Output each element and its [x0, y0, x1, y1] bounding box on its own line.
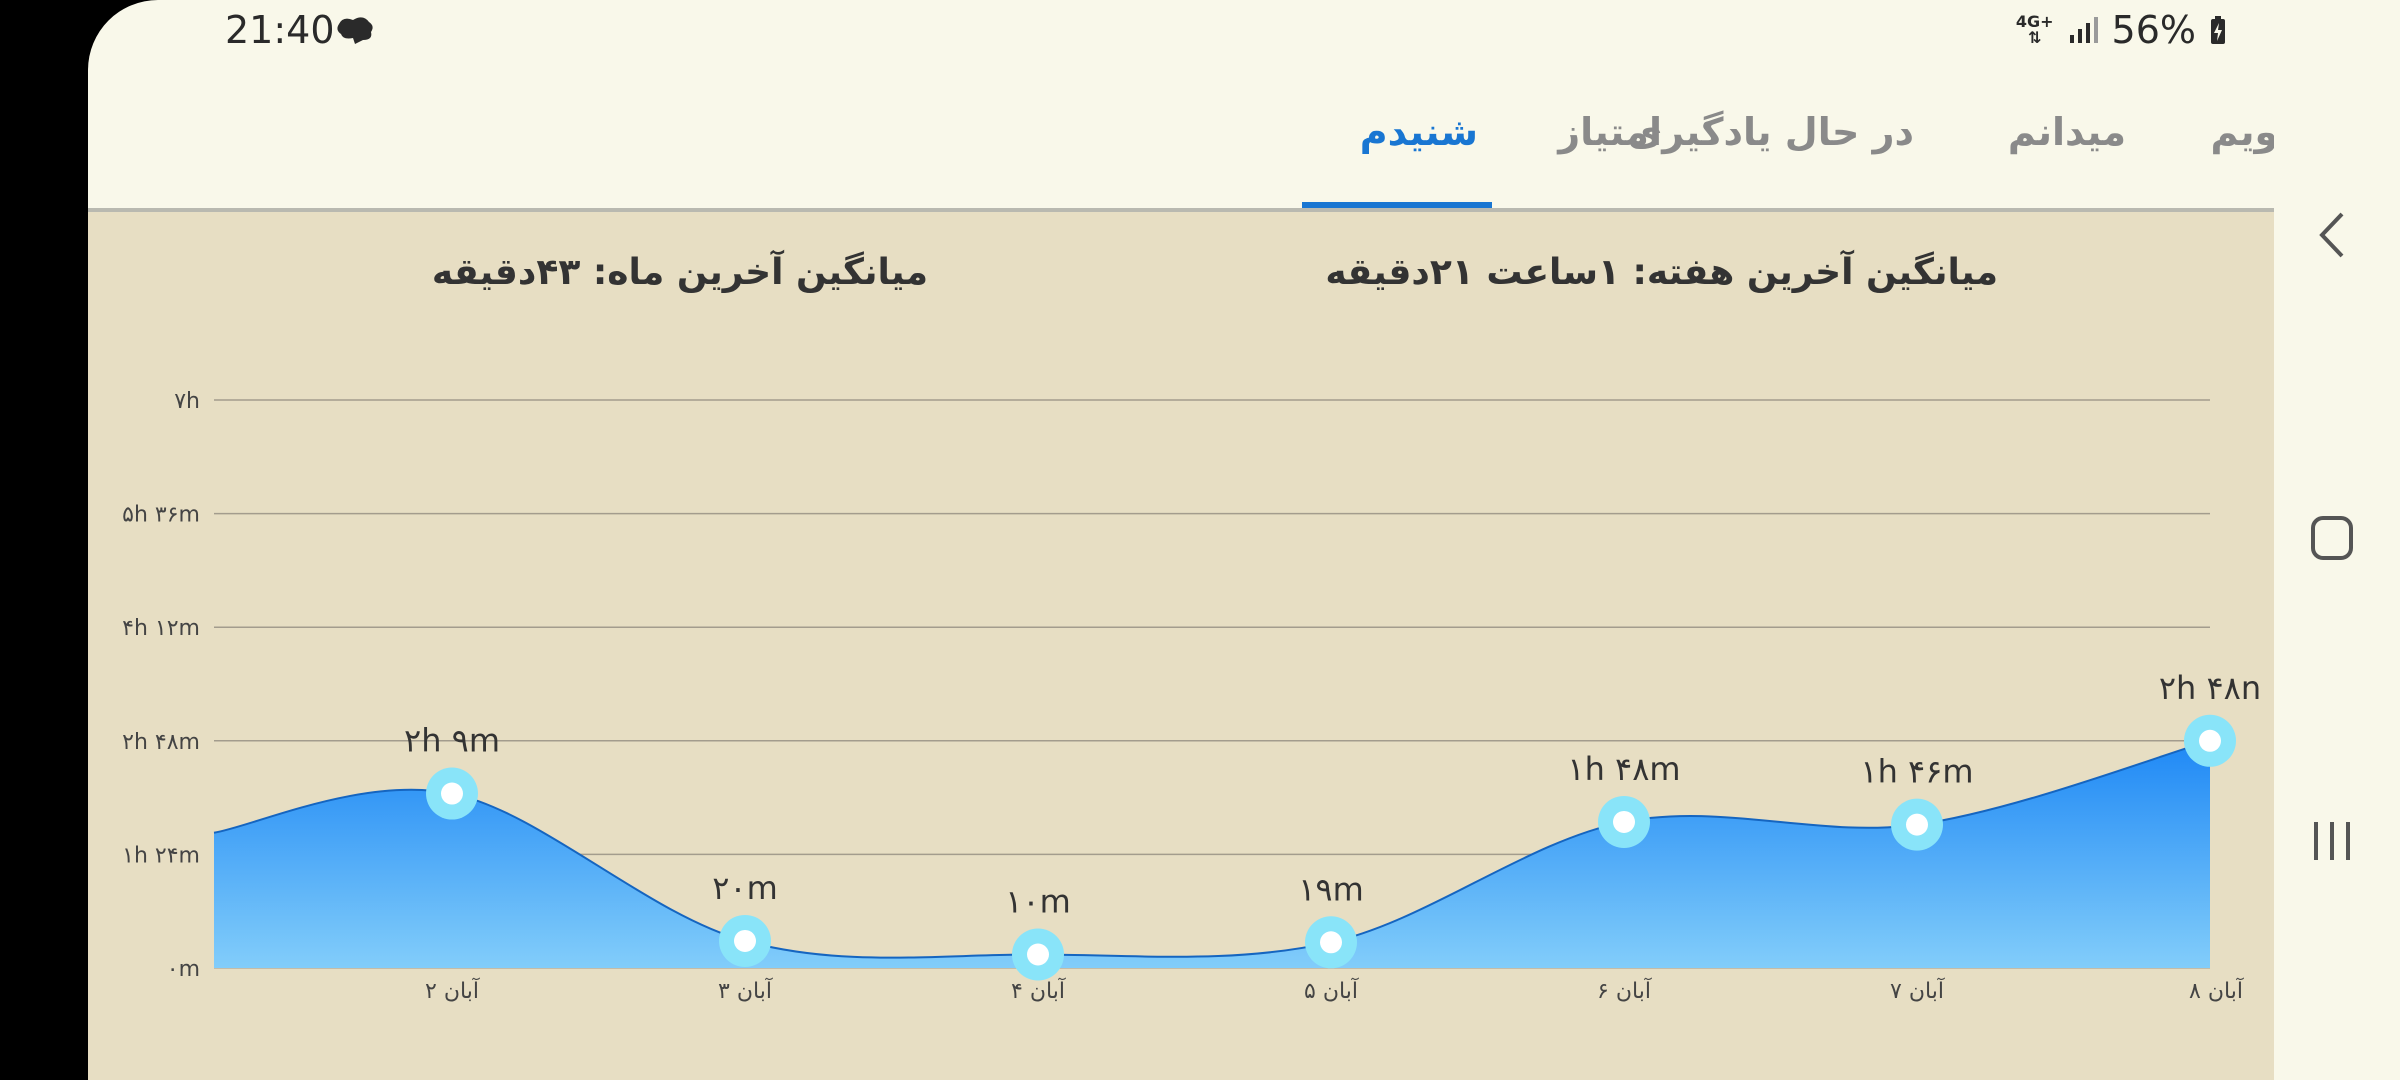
- active-tab-indicator: [1302, 202, 1492, 208]
- series-area: [214, 740, 2210, 968]
- series-line: [213, 739, 2211, 959]
- notification-icon: [337, 17, 373, 44]
- status-indicators: 4G+ ⇅ 56%: [2016, 8, 2226, 52]
- y-tick-label: ۱h ۲۴m: [122, 843, 200, 868]
- signal-icon: [2069, 17, 2098, 43]
- tab-score[interactable]: امتیاز: [1558, 110, 1662, 154]
- data-label: ۱۰m: [1005, 882, 1071, 920]
- data-point-center: [1320, 931, 1342, 954]
- tab-known[interactable]: میدانم: [2007, 110, 2126, 154]
- y-tick-label: ۷h: [174, 389, 200, 414]
- y-tick-label: ۰m: [167, 957, 200, 982]
- x-tick-label: ۸ آبان: [2189, 977, 2244, 1004]
- data-point-center: [2199, 729, 2221, 752]
- tab-bar: تقویم میدانم در حال یادگیری امتیاز شنیدم: [1288, 100, 2328, 208]
- monthly-average: میانگین آخرین ماه: ۴۳دقیقه: [431, 252, 928, 293]
- status-time: 21:40: [225, 8, 335, 52]
- x-tick-label: ۷ آبان: [1890, 977, 1945, 1004]
- x-tick-label: ۵ آبان: [1304, 977, 1359, 1004]
- data-label: ۲۰m: [712, 869, 778, 907]
- recents-icon[interactable]: [2310, 818, 2354, 864]
- data-label: ۱h ۴۶m: [1860, 753, 1973, 791]
- home-icon[interactable]: [2310, 514, 2354, 562]
- back-icon[interactable]: [2316, 210, 2346, 260]
- y-tick-label: ۲h ۴۸m: [122, 730, 200, 755]
- data-label: ۱۹m: [1298, 870, 1364, 908]
- y-tick-label: ۴h ۱۲m: [122, 616, 200, 641]
- x-tick-label: ۳ آبان: [718, 977, 773, 1004]
- data-point-center: [1027, 943, 1049, 966]
- network-icon: 4G+ ⇅: [2015, 12, 2054, 47]
- stats-panel: میانگین آخرین هفته: ۱ساعت ۲۱دقیقه میانگی…: [88, 212, 2274, 1080]
- data-label: ۲h ۹m: [404, 722, 500, 760]
- data-point-center: [441, 782, 463, 805]
- y-tick-label: ۵h ۳۶m: [122, 503, 200, 528]
- battery-percent: 56%: [2111, 8, 2196, 52]
- x-tick-label: ۲ آبان: [425, 977, 480, 1004]
- data-point-center: [734, 929, 756, 952]
- data-point-center: [1906, 813, 1928, 836]
- system-navigation-bar: [2274, 0, 2400, 1080]
- x-tick-label: ۶ آبان: [1597, 977, 1652, 1004]
- tab-heard[interactable]: شنیدم: [1359, 110, 1478, 154]
- battery-icon: [2211, 16, 2225, 44]
- tab-learning[interactable]: در حال یادگیری: [1627, 110, 1914, 154]
- weekly-average: میانگین آخرین هفته: ۱ساعت ۲۱دقیقه: [1325, 252, 1998, 293]
- data-label: ۲h ۴۸n: [2159, 669, 2261, 707]
- listening-chart: ۰m ۱h ۲۴m ۲h ۴۸m ۴h ۱۲m ۵h ۳۶m ۷h ۲h ۹m ۲ آبان…: [122, 389, 2261, 1004]
- x-tick-label: ۴ آبان: [1011, 977, 1066, 1004]
- data-point-center: [1613, 810, 1635, 833]
- data-label: ۱h ۴۸m: [1567, 750, 1680, 788]
- header-divider: [88, 208, 2274, 212]
